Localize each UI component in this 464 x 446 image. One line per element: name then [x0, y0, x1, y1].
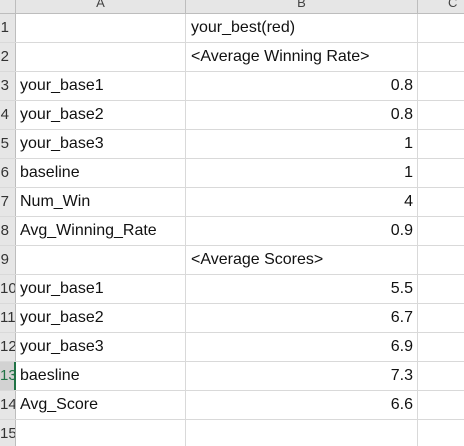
row-header[interactable]: 12 — [0, 333, 16, 361]
cell-c[interactable] — [418, 43, 464, 71]
cell-b[interactable]: <Average Scores> — [186, 246, 418, 274]
cell-b[interactable]: <Average Winning Rate> — [186, 43, 418, 71]
row-header[interactable]: 4 — [0, 101, 16, 129]
cell-a[interactable] — [16, 246, 186, 274]
row-header[interactable]: 15 — [0, 420, 16, 446]
table-row: 2 <Average Winning Rate> — [0, 43, 464, 72]
column-header-a[interactable]: A — [16, 0, 186, 13]
cell-c[interactable] — [418, 420, 464, 446]
cell-c[interactable] — [418, 217, 464, 245]
row-header[interactable]: 14 — [0, 391, 16, 419]
row-header[interactable]: 7 — [0, 188, 16, 216]
table-row: 9 <Average Scores> — [0, 246, 464, 275]
cell-a[interactable]: your_base1 — [16, 275, 186, 303]
row-header[interactable]: 5 — [0, 130, 16, 158]
table-row: 13 baesline 7.3 — [0, 362, 464, 391]
table-row: 12 your_base3 6.9 — [0, 333, 464, 362]
table-row: 11 your_base2 6.7 — [0, 304, 464, 333]
cell-a[interactable] — [16, 420, 186, 446]
cell-c[interactable] — [418, 304, 464, 332]
table-row: 14 Avg_Score 6.6 — [0, 391, 464, 420]
table-row: 8 Avg_Winning_Rate 0.9 — [0, 217, 464, 246]
cell-c[interactable] — [418, 391, 464, 419]
cell-a[interactable]: Avg_Score — [16, 391, 186, 419]
table-row: 3 your_base1 0.8 — [0, 72, 464, 101]
table-row: 7 Num_Win 4 — [0, 188, 464, 217]
cell-a[interactable]: your_base1 — [16, 72, 186, 100]
table-row: 5 your_base3 1 — [0, 130, 464, 159]
cell-b[interactable]: 0.8 — [186, 72, 418, 100]
table-row: 6 baseline 1 — [0, 159, 464, 188]
cell-c[interactable] — [418, 246, 464, 274]
cell-b[interactable]: 1 — [186, 159, 418, 187]
cell-c[interactable] — [418, 101, 464, 129]
cell-a[interactable]: baesline — [16, 362, 186, 390]
cell-b[interactable]: your_best(red) — [186, 14, 418, 42]
cell-b[interactable]: 6.7 — [186, 304, 418, 332]
column-header-b[interactable]: B — [186, 0, 418, 13]
cell-b[interactable]: 5.5 — [186, 275, 418, 303]
cell-c[interactable] — [418, 72, 464, 100]
row-header[interactable]: 6 — [0, 159, 16, 187]
cell-c[interactable] — [418, 362, 464, 390]
row-header[interactable]: 3 — [0, 72, 16, 100]
cell-a[interactable]: Avg_Winning_Rate — [16, 217, 186, 245]
cell-a[interactable]: your_base3 — [16, 333, 186, 361]
column-header-c[interactable]: C — [448, 0, 458, 10]
cell-a[interactable]: your_base2 — [16, 304, 186, 332]
select-all-corner[interactable] — [0, 0, 16, 13]
cell-c[interactable] — [418, 130, 464, 158]
table-row: 15 — [0, 420, 464, 446]
column-header-strip: A B C — [0, 0, 464, 14]
cell-b[interactable]: 1 — [186, 130, 418, 158]
cell-c[interactable] — [418, 188, 464, 216]
row-header[interactable]: 2 — [0, 43, 16, 71]
cell-grid: 1 your_best(red) 2 <Average Winning Rate> 3 y… — [0, 14, 464, 446]
cell-b[interactable]: 6.9 — [186, 333, 418, 361]
row-header[interactable]: 8 — [0, 217, 16, 245]
cell-c[interactable] — [418, 14, 464, 42]
row-header[interactable]: 1 — [0, 14, 16, 42]
cell-c[interactable] — [418, 333, 464, 361]
row-header[interactable]: 11 — [0, 304, 16, 332]
cell-b[interactable]: 0.9 — [186, 217, 418, 245]
cell-a[interactable] — [16, 14, 186, 42]
cell-b[interactable]: 0.8 — [186, 101, 418, 129]
cell-a[interactable]: baseline — [16, 159, 186, 187]
table-row: 10 your_base1 5.5 — [0, 275, 464, 304]
cell-c[interactable] — [418, 275, 464, 303]
cell-b[interactable]: 6.6 — [186, 391, 418, 419]
cell-a[interactable]: your_base3 — [16, 130, 186, 158]
cell-a[interactable]: Num_Win — [16, 188, 186, 216]
row-header[interactable]: 13 — [0, 362, 16, 390]
row-header[interactable]: 9 — [0, 246, 16, 274]
cell-b[interactable] — [186, 420, 418, 446]
cell-b[interactable]: 7.3 — [186, 362, 418, 390]
cell-b[interactable]: 4 — [186, 188, 418, 216]
table-row: 4 your_base2 0.8 — [0, 101, 464, 130]
cell-a[interactable] — [16, 43, 186, 71]
table-row: 1 your_best(red) — [0, 14, 464, 43]
cell-c[interactable] — [418, 159, 464, 187]
row-header[interactable]: 10 — [0, 275, 16, 303]
cell-a[interactable]: your_base2 — [16, 101, 186, 129]
